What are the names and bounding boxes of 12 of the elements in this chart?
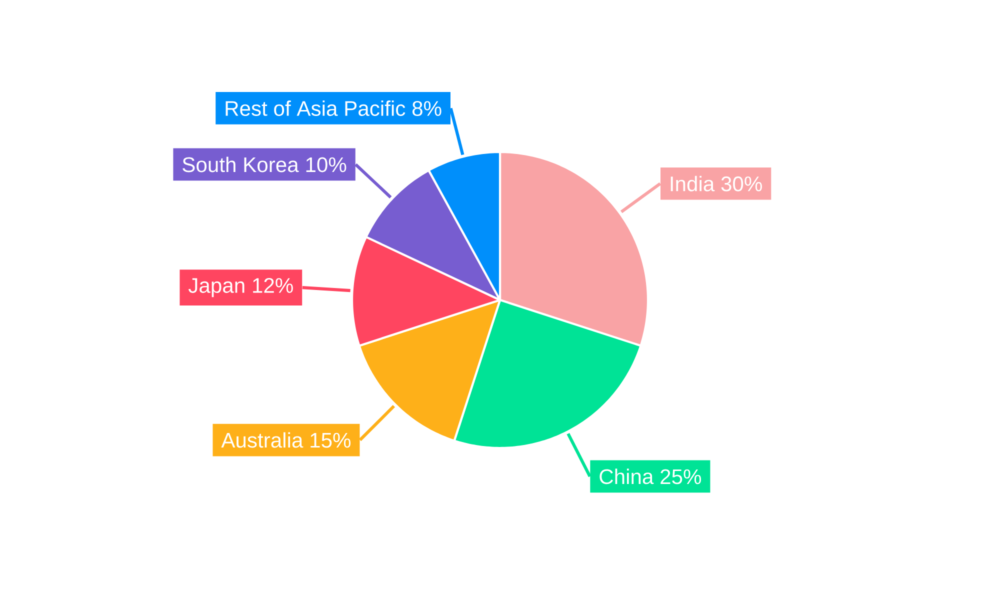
data-label: 30% [721, 176, 762, 192]
slice-label: India [670, 176, 715, 192]
data-label: 25% [660, 469, 702, 484]
data-label: 10% [306, 157, 346, 172]
slice-label: China [600, 468, 654, 484]
data-label: 12% [253, 278, 293, 293]
slice-label: Australia [221, 432, 304, 448]
data-label: 8% [412, 101, 442, 116]
data-label: 15% [310, 432, 351, 448]
slice-label: Rest of Asia Pacific [226, 100, 406, 116]
slice-label: South Korea [182, 156, 299, 172]
slice-label: Japan [188, 278, 244, 298]
